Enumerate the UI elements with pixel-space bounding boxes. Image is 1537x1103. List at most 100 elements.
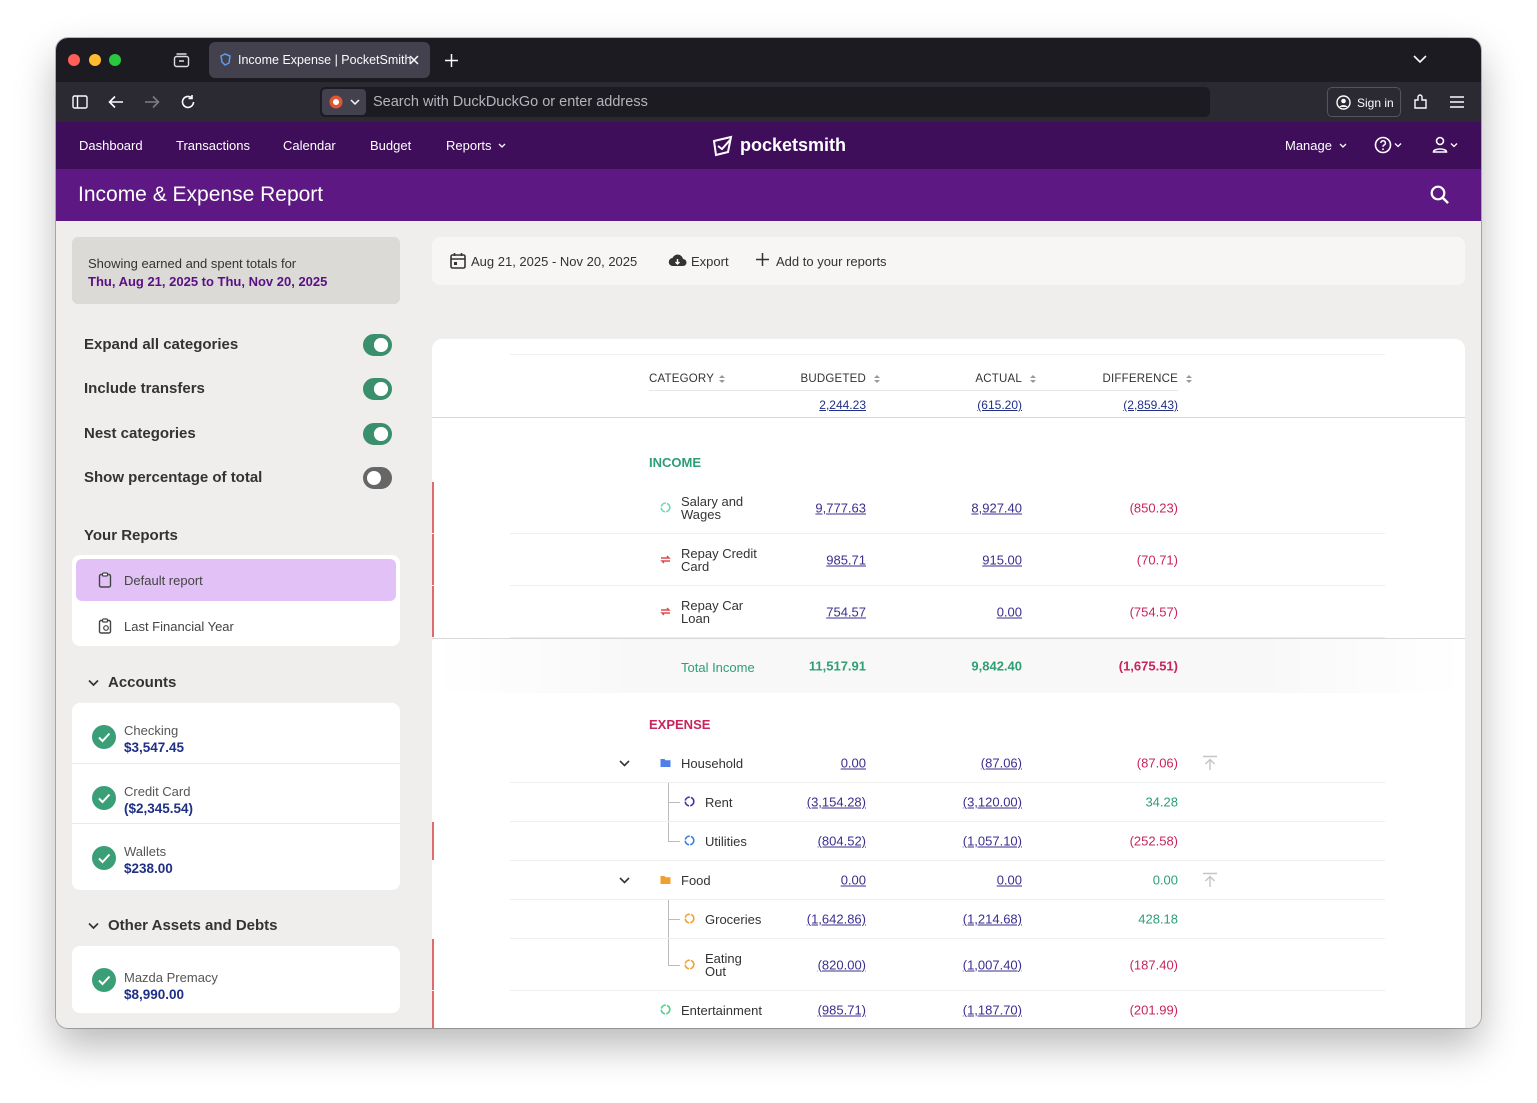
back-button[interactable] [108,95,124,109]
column-header[interactable]: DIFFERENCE [1102,373,1178,385]
over-budget-indicator [432,482,434,533]
search-button[interactable] [1430,185,1450,205]
account-balance: $238.00 [124,861,173,876]
budgeted-value[interactable]: (804.52) [817,833,866,849]
forward-button[interactable] [144,95,160,109]
other-collapse[interactable] [88,922,99,930]
column-header[interactable]: BUDGETED [800,373,866,385]
check-icon [98,975,111,986]
budgeted-value[interactable]: 985.71 [826,552,866,567]
menu-button[interactable] [1450,96,1464,108]
budgeted-value[interactable]: (985.71) [817,1002,866,1018]
accounts-collapse[interactable] [88,679,99,687]
total-value[interactable]: (615.20) [977,398,1022,412]
total-label: Total Income [681,660,755,675]
actual-value[interactable]: (3,120.00) [962,794,1022,810]
nav-item[interactable]: Transactions [176,138,250,153]
app-nav: pocketsmith Manage Dashboard Transactions… [56,122,1481,169]
over-budget-indicator [432,991,434,1028]
category-icon [684,913,695,924]
add-to-reports-button[interactable]: Add to your reports [776,254,887,269]
budgeted-value[interactable]: (3,154.28) [806,794,866,810]
toggle-switch[interactable] [363,378,392,400]
export-icon [668,254,687,267]
toggle-switch[interactable] [363,467,392,489]
over-budget-indicator [432,822,434,860]
close-tab[interactable] [409,55,419,65]
active-tab[interactable]: Income Expense | PocketSmith [209,42,430,78]
sign-in-button[interactable]: Sign in [1327,87,1401,117]
address-bar[interactable]: Search with DuckDuckGo or enter address [320,87,1210,117]
difference-value: (187.40) [1129,957,1178,972]
actual-value[interactable]: (1,214.68) [962,911,1022,927]
budgeted-value[interactable]: (1,642.86) [806,911,866,927]
category-row[interactable]: Rent (3,154.28) (3,120.00) 34.28 [432,783,1465,822]
actual-value[interactable]: (87.06) [980,755,1022,771]
close-window[interactable] [68,54,80,66]
divider [510,354,1385,355]
nav-item[interactable]: Budget [370,138,412,153]
toggle-label: Include transfers [84,380,205,397]
actual-value[interactable]: 0.00 [996,604,1022,619]
nav-item[interactable]: Reports [446,138,492,153]
category-row[interactable]: Salary and Wages 9,777.63 8,927.40 (850.23) [432,482,1465,534]
category-row[interactable]: Groceries (1,642.86) (1,214.68) 428.18 [432,900,1465,939]
account-item[interactable]: Checking $3,547.45 [72,703,400,763]
total-value[interactable]: 2,244.23 [819,398,866,412]
search-engine-button[interactable] [322,89,366,115]
user-menu[interactable] [1432,136,1462,154]
section-title: EXPENSE [649,717,711,732]
toggle-switch[interactable] [363,423,392,445]
category-row[interactable]: Entertainment (985.71) (1,187.70) (201.99) [432,991,1465,1028]
budgeted-value[interactable]: 754.57 [826,604,866,619]
actual-value[interactable]: (1,007.40) [962,957,1022,972]
help-menu[interactable] [1374,136,1404,154]
tab-list[interactable] [1413,55,1427,64]
account-check [92,725,116,749]
actual-value[interactable]: 0.00 [996,872,1022,888]
actual-value[interactable]: 915.00 [982,552,1022,567]
toggle-knob [367,471,381,485]
actual-value[interactable]: 8,927.40 [971,500,1022,515]
category-row[interactable]: Repay Car Loan 754.57 0.00 (754.57) [432,586,1465,638]
category-row[interactable]: Utilities (804.52) (1,057.10) (252.58) [432,822,1465,861]
category-row[interactable]: Eating Out (820.00) (1,007.40) (187.40) [432,939,1465,991]
date-range[interactable]: Aug 21, 2025 - Nov 20, 2025 [471,254,638,269]
nav-item[interactable]: Calendar [283,138,336,153]
category-row[interactable]: Food 0.00 0.00 0.00 [432,861,1465,900]
account-item[interactable]: Wallets $238.00 [72,823,400,883]
reload-button[interactable] [180,94,196,110]
toggle-switch[interactable] [363,334,392,356]
nav-item[interactable]: Dashboard [79,138,143,153]
report-item[interactable]: Default report [76,559,396,601]
budgeted-value[interactable]: 9,777.63 [815,500,866,515]
total-difference: (1,675.51) [1118,658,1178,674]
actual-value[interactable]: (1,057.10) [962,833,1022,849]
summary-box: Showing earned and spent totals for Thu,… [72,237,400,304]
minimize-window[interactable] [89,54,101,66]
column-header[interactable]: ACTUAL [975,373,1022,385]
budgeted-value[interactable]: 0.00 [840,755,866,771]
pin-top-icon [1203,872,1217,887]
total-value[interactable]: (2,859.43) [1123,398,1178,412]
report-item[interactable]: Last Financial Year [76,605,396,647]
column-header[interactable]: CATEGORY [649,373,715,385]
account-name: Mazda Premacy [124,970,218,985]
budgeted-value[interactable]: 0.00 [840,872,866,888]
extensions-button[interactable] [1413,94,1428,110]
report-table: CATEGORY BUDGETED ACTUAL DIFFERENCE 2,244.2… [432,339,1465,1028]
collapse-caret [619,877,630,884]
check-icon [98,793,111,804]
tab-groups-icon[interactable] [173,52,190,68]
export-button[interactable]: Export [691,254,729,269]
zoom-window[interactable] [109,54,121,66]
category-row[interactable]: Repay Credit Card 985.71 915.00 (70.71) [432,534,1465,586]
account-item[interactable]: Mazda Premacy $8,990.00 [72,946,400,1013]
category-row[interactable]: Household 0.00 (87.06) (87.06) [432,744,1465,783]
manage-menu[interactable]: Manage [1285,138,1332,153]
new-tab[interactable] [445,54,458,67]
account-item[interactable]: Credit Card ($2,345.54) [72,763,400,823]
actual-value[interactable]: (1,187.70) [962,1002,1022,1018]
budgeted-value[interactable]: (820.00) [817,957,866,972]
sidebar-button[interactable] [72,95,88,109]
